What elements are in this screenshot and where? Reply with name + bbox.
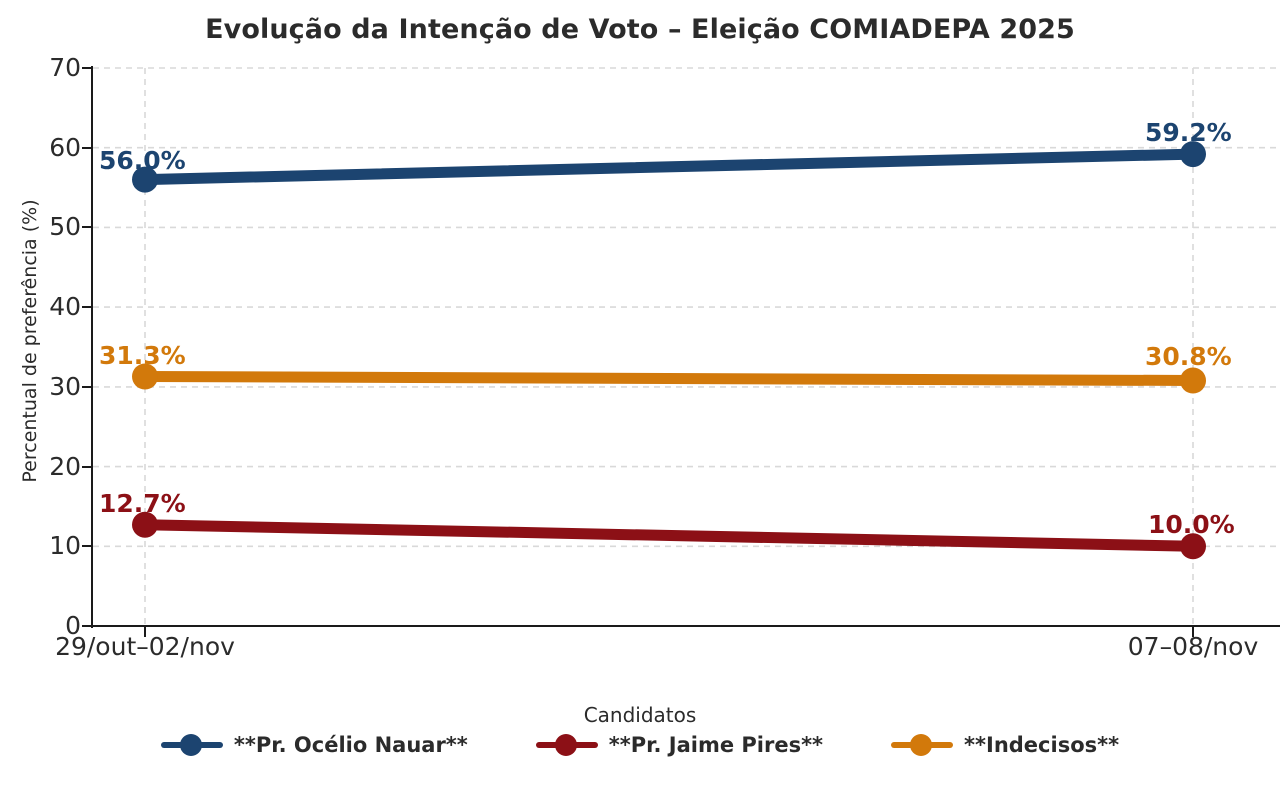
marker-darkred-point-1[interactable]: [1180, 533, 1206, 560]
y-tick-label-50: 50: [49, 212, 81, 241]
legend-label-jaime-pires: **Pr. Jaime Pires**: [608, 733, 824, 757]
marker-blue-point-1[interactable]: [1180, 141, 1206, 168]
y-tick-mark-20: [82, 466, 92, 468]
x-tick-label-1: 07–08/nov: [1127, 632, 1259, 661]
x-axis-spine: [91, 625, 1280, 627]
legend-swatch-darkred: [535, 733, 598, 757]
marker-orange-point-1[interactable]: [1180, 367, 1206, 394]
x-tick-mark-0: [144, 627, 146, 637]
y-tick-label-0: 0: [65, 611, 81, 640]
y-tick-mark-40: [82, 306, 92, 308]
y-tick-label-10: 10: [49, 531, 81, 560]
legend-item-indecisos[interactable]: **Indecisos**: [891, 733, 1119, 757]
y-axis-spine: [91, 66, 93, 628]
y-tick-label-20: 20: [49, 452, 81, 481]
plot-area: 56.0% 59.2% 31.3% 30.8% 12.7% 10.0%: [93, 67, 1280, 627]
data-label-orange-1: 30.8%: [1145, 342, 1232, 371]
legend-title: Candidatos: [583, 703, 697, 727]
y-tick-mark-0: [82, 625, 92, 627]
x-tick-label-0: 29/out–02/nov: [55, 632, 235, 661]
data-label-orange-0: 31.3%: [99, 341, 186, 370]
legend-item-ocelio-nauar[interactable]: **Pr. Océlio Nauar**: [160, 733, 468, 757]
legend-marker-blue: [179, 734, 202, 756]
data-label-blue-0: 56.0%: [99, 146, 186, 175]
data-label-darkred-1: 10.0%: [1148, 510, 1235, 539]
y-tick-mark-30: [82, 386, 92, 388]
y-tick-mark-60: [82, 147, 92, 149]
legend-item-jaime-pires[interactable]: **Pr. Jaime Pires**: [535, 733, 824, 757]
y-tick-mark-10: [82, 545, 92, 547]
series-line-jaime-pires: [132, 511, 1206, 560]
legend: **Pr. Océlio Nauar** **Pr. Jaime Pires**…: [0, 733, 1280, 757]
line-segment-orange: [139, 371, 1199, 386]
series-line-indecisos: [132, 363, 1206, 394]
x-tick-mark-1: [1192, 627, 1194, 637]
legend-swatch-blue: [160, 733, 223, 757]
line-segment-darkred: [139, 519, 1199, 552]
plot-svg: [93, 67, 1280, 627]
y-axis-title: Percentual de preferência (%): [19, 199, 41, 483]
series-line-ocelio-nauar: [132, 141, 1206, 193]
y-tick-label-30: 30: [49, 372, 81, 401]
marker-blue-point-0[interactable]: [132, 166, 158, 193]
marker-orange-point-0[interactable]: [132, 363, 158, 390]
marker-darkred-point-0[interactable]: [132, 511, 158, 538]
legend-marker-orange: [910, 734, 933, 756]
y-tick-label-60: 60: [49, 133, 81, 162]
y-tick-label-70: 70: [49, 53, 81, 82]
legend-label-indecisos: **Indecisos**: [964, 733, 1120, 757]
legend-swatch-orange: [891, 733, 954, 757]
chart-title: Evolução da Intenção de Voto – Eleição C…: [205, 14, 1075, 45]
legend-marker-darkred: [554, 734, 577, 756]
y-tick-mark-50: [82, 226, 92, 228]
data-label-blue-1: 59.2%: [1145, 118, 1232, 147]
line-segment-blue: [139, 148, 1199, 186]
y-tick-mark-70: [82, 67, 92, 69]
y-tick-label-40: 40: [49, 292, 81, 321]
legend-label-ocelio-nauar: **Pr. Océlio Nauar**: [233, 733, 468, 757]
data-label-darkred-0: 12.7%: [99, 489, 186, 518]
